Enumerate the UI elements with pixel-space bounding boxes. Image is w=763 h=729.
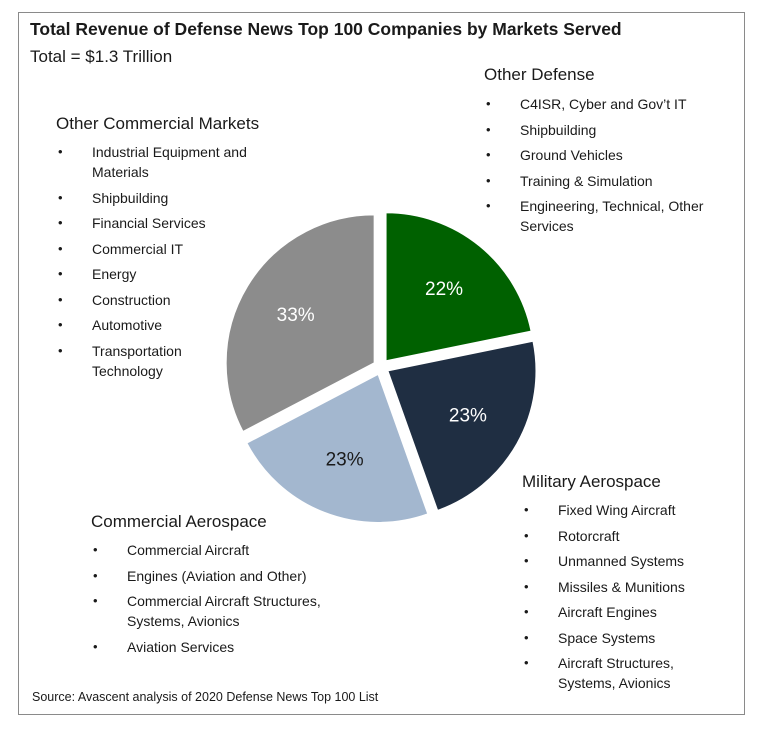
group-heading-military-aerospace: Military Aerospace xyxy=(522,472,661,491)
list-item: Shipbuilding xyxy=(484,120,724,140)
list-item: Automotive xyxy=(56,315,256,335)
list-item: Transportation Technology xyxy=(56,341,256,381)
source-note: Source: Avascent analysis of 2020 Defens… xyxy=(32,690,379,704)
list-item: Commercial IT xyxy=(56,239,256,259)
group-heading-other-defense: Other Defense xyxy=(484,65,595,84)
group-list-military-aerospace: Fixed Wing Aircraft Rotorcraft Unmanned … xyxy=(522,500,722,693)
list-item: Industrial Equipment and Materials xyxy=(56,142,256,182)
chart-title: Total Revenue of Defense News Top 100 Co… xyxy=(30,19,622,39)
group-military-aerospace: Military Aerospace Fixed Wing Aircraft R… xyxy=(522,472,722,699)
list-item: Financial Services xyxy=(56,213,256,233)
list-item: Space Systems xyxy=(522,628,722,648)
list-item: Commercial Aircraft Structures, Systems,… xyxy=(91,591,371,631)
list-item: Fixed Wing Aircraft xyxy=(522,500,722,520)
group-heading-commercial-aerospace: Commercial Aerospace xyxy=(91,512,267,531)
list-item: Commercial Aircraft xyxy=(91,540,371,560)
list-item: Energy xyxy=(56,264,256,284)
list-item: Missiles & Munitions xyxy=(522,577,722,597)
list-item: Aircraft Engines xyxy=(522,602,722,622)
list-item: Engineering, Technical, Other Services xyxy=(484,196,724,236)
list-item: Training & Simulation xyxy=(484,171,724,191)
slice-value-label: 33% xyxy=(277,305,315,326)
list-item: Construction xyxy=(56,290,256,310)
list-item: Aviation Services xyxy=(91,637,371,657)
list-item: C4ISR, Cyber and Gov’t IT xyxy=(484,94,724,114)
slice-value-label: 22% xyxy=(425,279,463,300)
group-list-other-commercial: Industrial Equipment and Materials Shipb… xyxy=(56,142,256,381)
slice-value-label: 23% xyxy=(449,405,487,426)
group-list-other-defense: C4ISR, Cyber and Gov’t IT Shipbuilding G… xyxy=(484,94,724,236)
list-item: Engines (Aviation and Other) xyxy=(91,566,371,586)
list-item: Unmanned Systems xyxy=(522,551,722,571)
pie-slice-other-commercial-markets xyxy=(225,214,375,433)
chart-frame xyxy=(18,12,745,715)
group-other-defense: Other Defense C4ISR, Cyber and Gov’t IT … xyxy=(484,65,724,242)
group-other-commercial: Other Commercial Markets Industrial Equi… xyxy=(56,114,260,386)
group-commercial-aerospace: Commercial Aerospace Commercial Aircraft… xyxy=(91,512,371,662)
slice-value-label: 23% xyxy=(326,449,364,470)
pie-slice-military-aerospace xyxy=(387,340,537,511)
pie-slice-other-defense xyxy=(385,212,532,362)
group-heading-other-commercial: Other Commercial Markets xyxy=(56,114,260,133)
list-item: Rotorcraft xyxy=(522,526,722,546)
chart-subtitle: Total = $1.3 Trillion xyxy=(30,47,173,66)
list-item: Ground Vehicles xyxy=(484,145,724,165)
list-item: Aircraft Structures, Systems, Avionics xyxy=(522,653,722,693)
list-item: Shipbuilding xyxy=(56,188,256,208)
group-list-commercial-aerospace: Commercial Aircraft Engines (Aviation an… xyxy=(91,540,371,657)
pie-slice-commercial-aerospace xyxy=(246,373,429,523)
